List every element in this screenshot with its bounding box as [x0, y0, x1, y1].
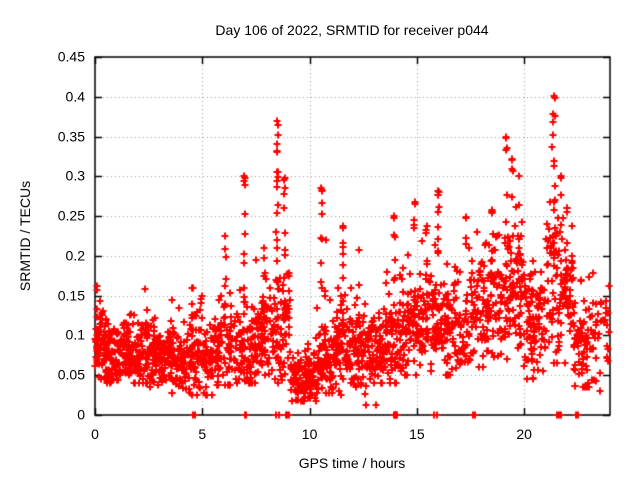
y-tick-label: 0.2: [65, 247, 85, 264]
x-axis-label: GPS time / hours: [298, 455, 406, 471]
chart-title: Day 106 of 2022, SRMTID for receiver p04…: [215, 22, 489, 38]
y-tick-label: 0.3: [65, 167, 85, 184]
x-tick-label: 20: [516, 426, 532, 442]
y-tick-label: 0.4: [65, 88, 85, 105]
y-tick-label: 0: [77, 406, 85, 423]
y-tick-label: 0.05: [57, 366, 85, 383]
y-tick-label: 0.25: [57, 207, 85, 224]
x-tick-label: 5: [198, 426, 207, 442]
y-tick-label: 0.15: [57, 287, 85, 304]
x-tick-label: 0: [91, 426, 99, 442]
x-tick-label: 15: [409, 426, 425, 442]
y-tick-label: 0.1: [65, 326, 85, 343]
y-tick-label: 0.35: [57, 128, 85, 145]
y-tick-label: 0.45: [57, 48, 85, 65]
x-tick-label: 10: [301, 426, 318, 442]
y-axis-label: SRMTID / TECUs: [17, 180, 33, 292]
